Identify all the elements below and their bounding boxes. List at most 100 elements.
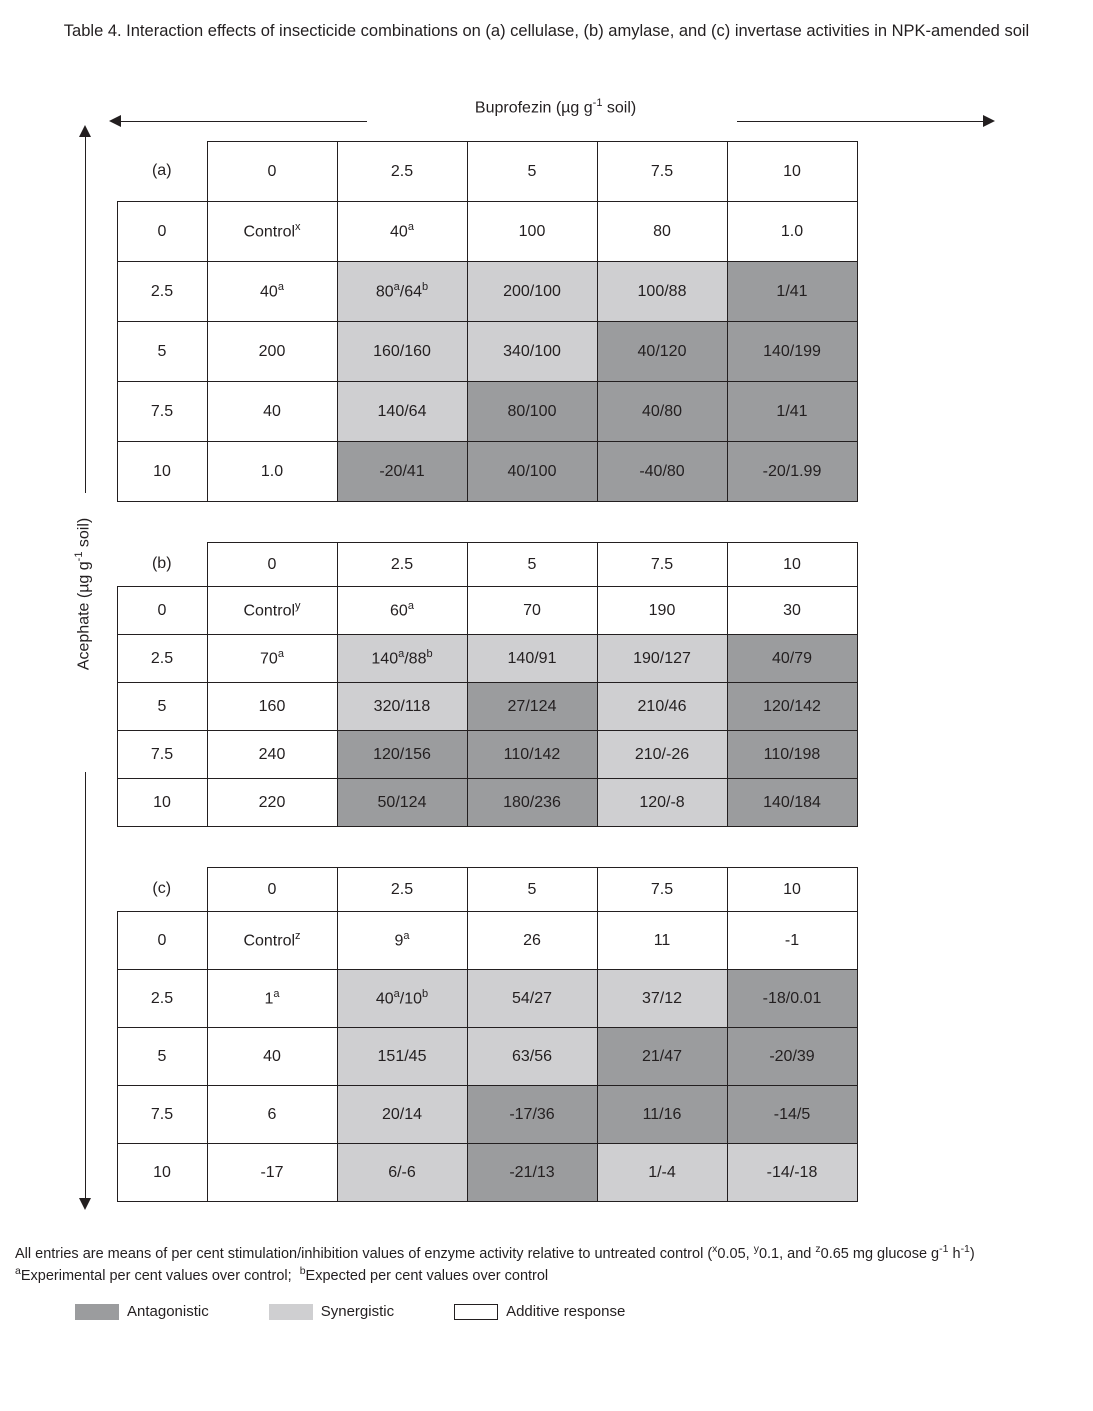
data-cell: 320/118 — [337, 683, 467, 731]
data-cell: -17/36 — [467, 1086, 597, 1144]
row-header: 10 — [117, 1144, 207, 1202]
col-header: 0 — [207, 868, 337, 912]
data-cell: 1/41 — [727, 382, 857, 442]
data-cell: 40a/10b — [337, 970, 467, 1028]
data-cell: 40/80 — [597, 382, 727, 442]
data-cell: 1a — [207, 970, 337, 1028]
data-cell: 140/199 — [727, 322, 857, 382]
col-header: 2.5 — [337, 543, 467, 587]
data-cell: 50/124 — [337, 779, 467, 827]
col-header: 0 — [207, 543, 337, 587]
row-header: 2.5 — [117, 970, 207, 1028]
col-header: 2.5 — [337, 142, 467, 202]
y-axis-label: Acephate (µg g-1 soil) — [73, 509, 93, 677]
table-b-corner: (b) — [117, 543, 207, 587]
x-axis-label: Buprofezin (µg g-1 soil) — [465, 97, 646, 117]
data-cell: 200/100 — [467, 262, 597, 322]
data-cell: 140/91 — [467, 635, 597, 683]
data-cell: 37/12 — [597, 970, 727, 1028]
data-cell: -17 — [207, 1144, 337, 1202]
row-header: 7.5 — [117, 1086, 207, 1144]
data-cell: 54/27 — [467, 970, 597, 1028]
col-header: 5 — [467, 543, 597, 587]
col-header: 7.5 — [597, 142, 727, 202]
data-cell: 20/14 — [337, 1086, 467, 1144]
col-header: 2.5 — [337, 868, 467, 912]
data-cell: 100/88 — [597, 262, 727, 322]
data-cell: 26 — [467, 912, 597, 970]
col-header: 5 — [467, 142, 597, 202]
data-cell: 240 — [207, 731, 337, 779]
data-cell: -1 — [727, 912, 857, 970]
arrow-right-icon — [983, 115, 995, 127]
row-header: 0 — [117, 587, 207, 635]
col-header: 7.5 — [597, 868, 727, 912]
data-cell: 190 — [597, 587, 727, 635]
data-cell: 160 — [207, 683, 337, 731]
data-cell: 40/100 — [467, 442, 597, 502]
data-cell: 40a — [337, 202, 467, 262]
table-c: (c)02.557.5100Controlz9a2611-12.51a40a/1… — [117, 867, 858, 1202]
data-cell: 180/236 — [467, 779, 597, 827]
data-cell: 60a — [337, 587, 467, 635]
data-cell: 40/120 — [597, 322, 727, 382]
data-cell: 140/184 — [727, 779, 857, 827]
table-a-corner: (a) — [117, 142, 207, 202]
footnote-line-2: aExperimental per cent values over contr… — [15, 1264, 1075, 1286]
data-cell: 340/100 — [467, 322, 597, 382]
data-cell: 80/100 — [467, 382, 597, 442]
data-cell: -14/5 — [727, 1086, 857, 1144]
data-cell: 1.0 — [207, 442, 337, 502]
data-cell: 21/47 — [597, 1028, 727, 1086]
swatch-additive-icon — [454, 1304, 498, 1320]
data-cell: 220 — [207, 779, 337, 827]
data-cell: 6/-6 — [337, 1144, 467, 1202]
data-cell: 210/46 — [597, 683, 727, 731]
table-title: Table 4. Interaction effects of insectic… — [22, 20, 1072, 43]
col-header: 10 — [727, 142, 857, 202]
data-cell: -40/80 — [597, 442, 727, 502]
row-header: 7.5 — [117, 731, 207, 779]
row-header: 0 — [117, 912, 207, 970]
data-cell: -20/41 — [337, 442, 467, 502]
data-cell: Controly — [207, 587, 337, 635]
legend: Antagonistic Synergistic Additive respon… — [75, 1303, 1078, 1320]
data-cell: 100 — [467, 202, 597, 262]
data-cell: -20/39 — [727, 1028, 857, 1086]
x-axis-line-right — [737, 121, 987, 122]
data-cell: 1/-4 — [597, 1144, 727, 1202]
row-header: 5 — [117, 683, 207, 731]
data-cell: 140/64 — [337, 382, 467, 442]
col-header: 0 — [207, 142, 337, 202]
data-cell: Controlx — [207, 202, 337, 262]
legend-antagonistic: Antagonistic — [75, 1303, 209, 1320]
data-cell: 200 — [207, 322, 337, 382]
data-cell: 30 — [727, 587, 857, 635]
footnotes: All entries are means of per cent stimul… — [15, 1242, 1075, 1287]
data-cell: 40/79 — [727, 635, 857, 683]
col-header: 5 — [467, 868, 597, 912]
data-cell: Controlz — [207, 912, 337, 970]
x-axis: Buprofezin (µg g-1 soil) — [117, 103, 977, 131]
data-cell: 1/41 — [727, 262, 857, 322]
row-header: 0 — [117, 202, 207, 262]
col-header: 10 — [727, 543, 857, 587]
data-cell: -20/1.99 — [727, 442, 857, 502]
y-axis: Acephate (µg g-1 soil) — [71, 133, 101, 1202]
data-cell: 120/142 — [727, 683, 857, 731]
row-header: 5 — [117, 322, 207, 382]
data-cell: -14/-18 — [727, 1144, 857, 1202]
row-header: 7.5 — [117, 382, 207, 442]
table-c-corner: (c) — [117, 868, 207, 912]
data-cell: 40 — [207, 1028, 337, 1086]
legend-additive: Additive response — [454, 1303, 625, 1320]
tables-host: (a)02.557.5100Controlx40a100801.02.540a8… — [117, 141, 977, 1202]
swatch-antagonistic-icon — [75, 1304, 119, 1320]
row-header: 2.5 — [117, 262, 207, 322]
legend-antagonistic-label: Antagonistic — [127, 1303, 209, 1320]
swatch-synergistic-icon — [269, 1304, 313, 1320]
row-header: 2.5 — [117, 635, 207, 683]
table-b: (b)02.557.5100Controly60a70190302.570a14… — [117, 542, 858, 827]
col-header: 10 — [727, 868, 857, 912]
tables-container: Acephate (µg g-1 soil) Buprofezin (µg g-… — [117, 103, 977, 1202]
